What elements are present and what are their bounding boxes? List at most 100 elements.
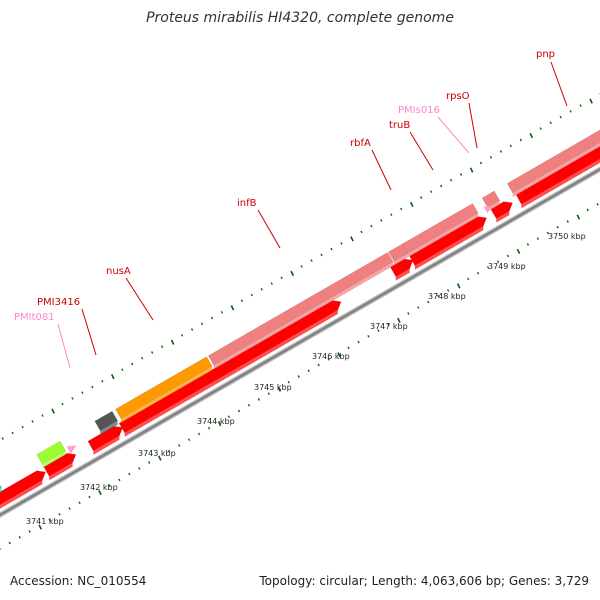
gene-label: infB (237, 198, 257, 209)
label-leader-line (257, 209, 281, 249)
genome-summary-text: Topology: circular; Length: 4,063,606 bp… (259, 574, 589, 588)
label-leader-line (437, 116, 470, 154)
scale-tick (1, 437, 4, 440)
label-leader-line (125, 277, 154, 321)
scale-tick (539, 127, 542, 130)
scale-tick (367, 334, 370, 338)
gene-label: nusA (106, 266, 131, 277)
label-leader-line (57, 323, 71, 369)
scale-tick (489, 155, 493, 159)
scale-tick (197, 432, 201, 436)
scale-tick (377, 329, 380, 332)
cds-feature-shade (124, 310, 338, 437)
scale-tick (280, 276, 283, 280)
scale-tick (496, 260, 500, 264)
scale-tick (148, 461, 151, 464)
scale-tick (200, 322, 204, 326)
scale-label: 3743 kbp (138, 449, 176, 458)
scale-tick (549, 121, 552, 125)
label-leader-line (371, 149, 392, 191)
gene-feature (506, 129, 600, 194)
scale-tick (419, 196, 423, 199)
scale-tick (170, 339, 175, 345)
scale-tick (446, 289, 450, 292)
scale-tick (227, 415, 231, 419)
scale-tick (217, 421, 222, 427)
scale-tick (417, 306, 420, 309)
scale-tick (290, 270, 295, 276)
scale-tick (409, 201, 414, 208)
scale-tick (8, 541, 11, 545)
scale-tick (297, 375, 300, 378)
scale-tick (41, 414, 44, 417)
backbone-line (0, 167, 600, 517)
scale-tick (277, 386, 282, 392)
scale-tick (167, 449, 171, 453)
scale-tick (230, 305, 235, 311)
scale-tick (180, 333, 184, 337)
scale-tick (220, 310, 224, 314)
scale-tick (337, 352, 341, 358)
scale-tick (387, 323, 390, 327)
gene-labels: PMIt081 PMI3416 nusA infB rbfA truB PMIs016 rps… (14, 49, 568, 369)
scale-tick (150, 351, 154, 354)
gene-feature-shade (407, 213, 479, 258)
scale-tick (437, 294, 440, 298)
scale-tick (320, 253, 323, 257)
scale-tick (240, 299, 244, 303)
scale-tick (357, 340, 360, 344)
label-leader-line (550, 61, 568, 107)
scale-tick (439, 184, 443, 188)
scale-tick (476, 271, 480, 275)
scale-tick (506, 254, 510, 258)
scale-tick (516, 248, 521, 255)
scale-tick (397, 317, 401, 323)
cds-feature-shade (93, 435, 120, 455)
scale-tick (237, 409, 241, 413)
scale-tick (78, 501, 81, 505)
scale-tick (310, 259, 313, 262)
gene-feature-shade (512, 142, 600, 197)
scale-tick (157, 455, 162, 461)
scale-tick (11, 431, 14, 435)
cog-feature-shade (42, 450, 66, 469)
gene-label: PMIt081 (14, 312, 55, 323)
scale-tick-dots (0, 93, 600, 550)
scale-tick (131, 362, 134, 366)
scale-label: 3750 kbp (548, 232, 586, 241)
scale-tick (596, 202, 599, 206)
scale-tick (519, 138, 523, 142)
scale-tick (579, 104, 582, 107)
scale-tick (469, 167, 474, 173)
scale-tick (58, 512, 61, 516)
cds-feature (0, 470, 47, 505)
scale-tick (407, 312, 410, 315)
scale-tick (21, 425, 24, 429)
scale-tick (589, 98, 593, 104)
cds-feature-shade (414, 226, 484, 270)
scale-label: 3747 kbp (370, 322, 408, 331)
scale-tick (270, 282, 273, 285)
label-leader-line (409, 131, 434, 171)
scale-tick (207, 426, 211, 430)
scale-tick (287, 380, 290, 384)
scale-tick (466, 277, 470, 281)
scale-tick (247, 403, 251, 407)
label-leader-line (81, 308, 97, 356)
scale-tick (267, 392, 271, 396)
scale-label: 3749 kbp (488, 262, 526, 271)
scale-tick (559, 115, 562, 119)
trna-feature (483, 206, 492, 214)
scale-tick (250, 293, 253, 297)
scale-tick-labels: 3741 kbp 3742 kbp 3743 kbp 3744 kbp 3745 kbp… (26, 232, 586, 526)
scale-tick (61, 402, 64, 406)
cog-feature-shade (0, 487, 2, 493)
scale-tick (536, 237, 540, 241)
scale-tick (390, 213, 393, 217)
scale-tick (190, 328, 194, 331)
scale-tick (257, 398, 261, 401)
scale-tick (427, 300, 430, 304)
feature-track (0, 129, 600, 509)
scale-tick (586, 208, 589, 212)
